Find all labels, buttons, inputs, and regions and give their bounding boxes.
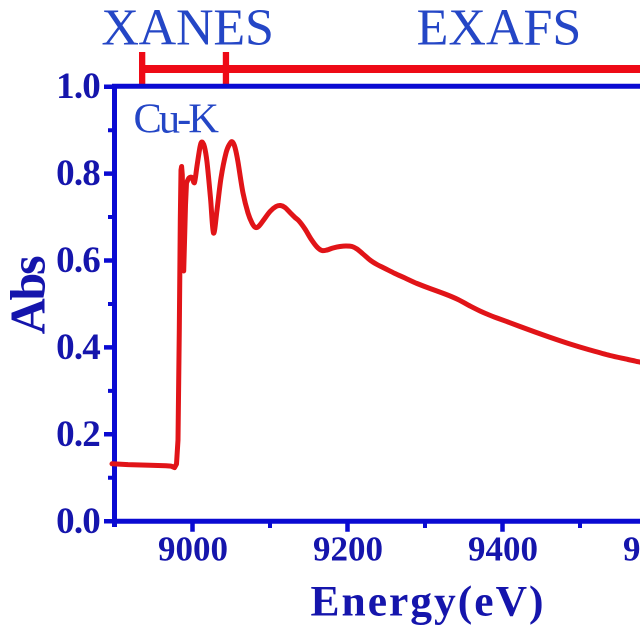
svg-text:0.8: 0.8 [56,153,100,194]
svg-text:0.6: 0.6 [56,240,100,281]
svg-text:9600: 9600 [623,530,640,569]
svg-text:9000: 9000 [158,530,228,569]
svg-text:Energy(eV): Energy(eV) [310,578,545,626]
svg-text:9200: 9200 [313,530,383,569]
svg-text:EXAFS: EXAFS [417,0,582,57]
svg-text:Abs: Abs [0,256,56,335]
svg-text:0.4: 0.4 [56,327,100,368]
svg-text:0.0: 0.0 [56,501,100,542]
svg-text:0.2: 0.2 [56,414,100,455]
svg-text:1.0: 1.0 [56,66,100,107]
svg-text:9400: 9400 [468,530,538,569]
svg-text:Cu-K: Cu-K [134,96,220,143]
svg-text:XANES: XANES [101,0,273,57]
